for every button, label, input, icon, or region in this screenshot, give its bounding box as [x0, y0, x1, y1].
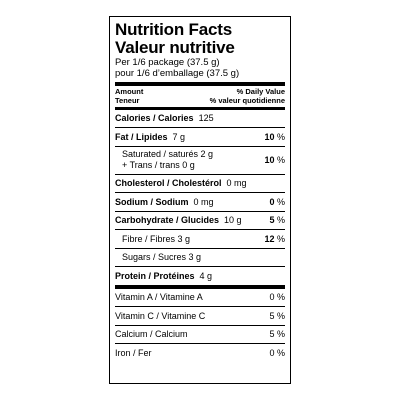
calories-value: 125 — [198, 113, 214, 124]
carbohydrate-pct-unit: % — [276, 215, 285, 226]
iron-label: Iron / Fer — [115, 347, 152, 358]
calcium-pct: 5 % — [269, 329, 285, 340]
sodium-row: Sodium / Sodium 0 mg 0 % — [115, 192, 285, 211]
fat-pct-unit: % — [276, 131, 285, 142]
calories-row: Calories / Calories 125 — [115, 110, 285, 128]
fat-pct: 10 — [264, 131, 275, 142]
amount-header-en: Amount — [115, 87, 144, 96]
vitamins-section: Vitamin A / Vitamine A 0 % Vitamin C / V… — [115, 289, 285, 362]
fibre-pct-unit: % — [276, 233, 285, 244]
vitamin-c-pct: 5 % — [269, 310, 285, 321]
title-french: Valeur nutritive — [115, 38, 235, 57]
calories-label: Calories / Calories — [115, 113, 194, 124]
divider-thick-vitamins — [115, 284, 285, 289]
title-english: Nutrition Facts — [115, 20, 232, 39]
fat-label: Fat / Lipides — [115, 131, 168, 142]
serving-size-french: pour 1/6 d’emballage (37.5 g) — [115, 68, 240, 79]
vitamin-a-label: Vitamin A / Vitamine A — [115, 292, 203, 303]
protein-row: Protein / Protéines 4 g — [115, 266, 285, 285]
daily-value-header: % Daily Value % valeur quotidienne — [209, 87, 285, 105]
iron-pct: 0 % — [269, 347, 285, 358]
cholesterol-value: 0 mg — [226, 178, 247, 189]
amount-header-fr: Teneur — [115, 95, 140, 105]
saturated-pct-unit: % — [276, 155, 285, 165]
fibre-row: Fibre / Fibres 3 g 12 % — [115, 229, 285, 248]
fat-row: Fat / Lipides 7 g 10 % — [115, 127, 285, 146]
iron-row: Iron / Fer 0 % — [115, 343, 285, 362]
daily-value-header-en: % Daily Value — [236, 87, 285, 96]
daily-value-header-fr: % valeur quotidienne — [209, 95, 285, 105]
vitamin-c-label: Vitamin C / Vitamine C — [115, 310, 206, 321]
carbohydrate-pct: 5 — [269, 215, 275, 226]
fibre-pct: 12 — [264, 233, 275, 244]
calcium-row: Calcium / Calcium 5 % — [115, 324, 285, 344]
sugars-row: Sugars / Sucres 3 g — [115, 247, 285, 267]
amount-header: Amount Teneur — [115, 87, 144, 105]
divider-medium — [115, 107, 285, 110]
sugars-label: Sugars / Sucres 3 g — [122, 252, 202, 263]
carbohydrate-label: Carbohydrate / Glucides — [115, 215, 220, 226]
protein-label: Protein / Protéines — [115, 270, 195, 281]
saturated-label: Saturated / saturés 2 g — [122, 149, 214, 159]
sodium-value: 0 mg — [193, 196, 214, 207]
serving-size-english: Per 1/6 package (37.5 g) — [115, 57, 220, 68]
nutrition-facts-label: Nutrition Facts Valeur nutritive Per 1/6… — [109, 16, 291, 384]
fat-value: 7 g — [172, 131, 186, 142]
vitamin-a-pct: 0 % — [269, 292, 285, 303]
sodium-pct: 0 — [269, 196, 275, 207]
fibre-label: Fibre / Fibres 3 g — [122, 233, 191, 244]
vitamin-a-row: Vitamin A / Vitamine A 0 % — [115, 289, 285, 307]
cholesterol-row: Cholesterol / Cholestérol 0 mg — [115, 173, 285, 193]
sodium-label: Sodium / Sodium — [115, 196, 189, 207]
column-header: Amount Teneur % Daily Value % valeur quo… — [115, 87, 285, 105]
saturated-trans-row: Saturated / saturés 2 g + Trans / trans … — [115, 145, 285, 174]
saturated-pct: 10 — [264, 155, 275, 165]
carbohydrate-value: 10 g — [224, 215, 242, 226]
protein-value: 4 g — [199, 270, 213, 281]
carbohydrate-row: Carbohydrate / Glucides 10 g 5 % — [115, 210, 285, 230]
trans-label: + Trans / trans 0 g — [122, 160, 195, 170]
cholesterol-label: Cholesterol / Cholestérol — [115, 178, 222, 189]
vitamin-c-row: Vitamin C / Vitamine C 5 % — [115, 306, 285, 325]
calcium-label: Calcium / Calcium — [115, 329, 188, 340]
sodium-pct-unit: % — [276, 196, 285, 207]
divider-thick — [115, 82, 285, 86]
